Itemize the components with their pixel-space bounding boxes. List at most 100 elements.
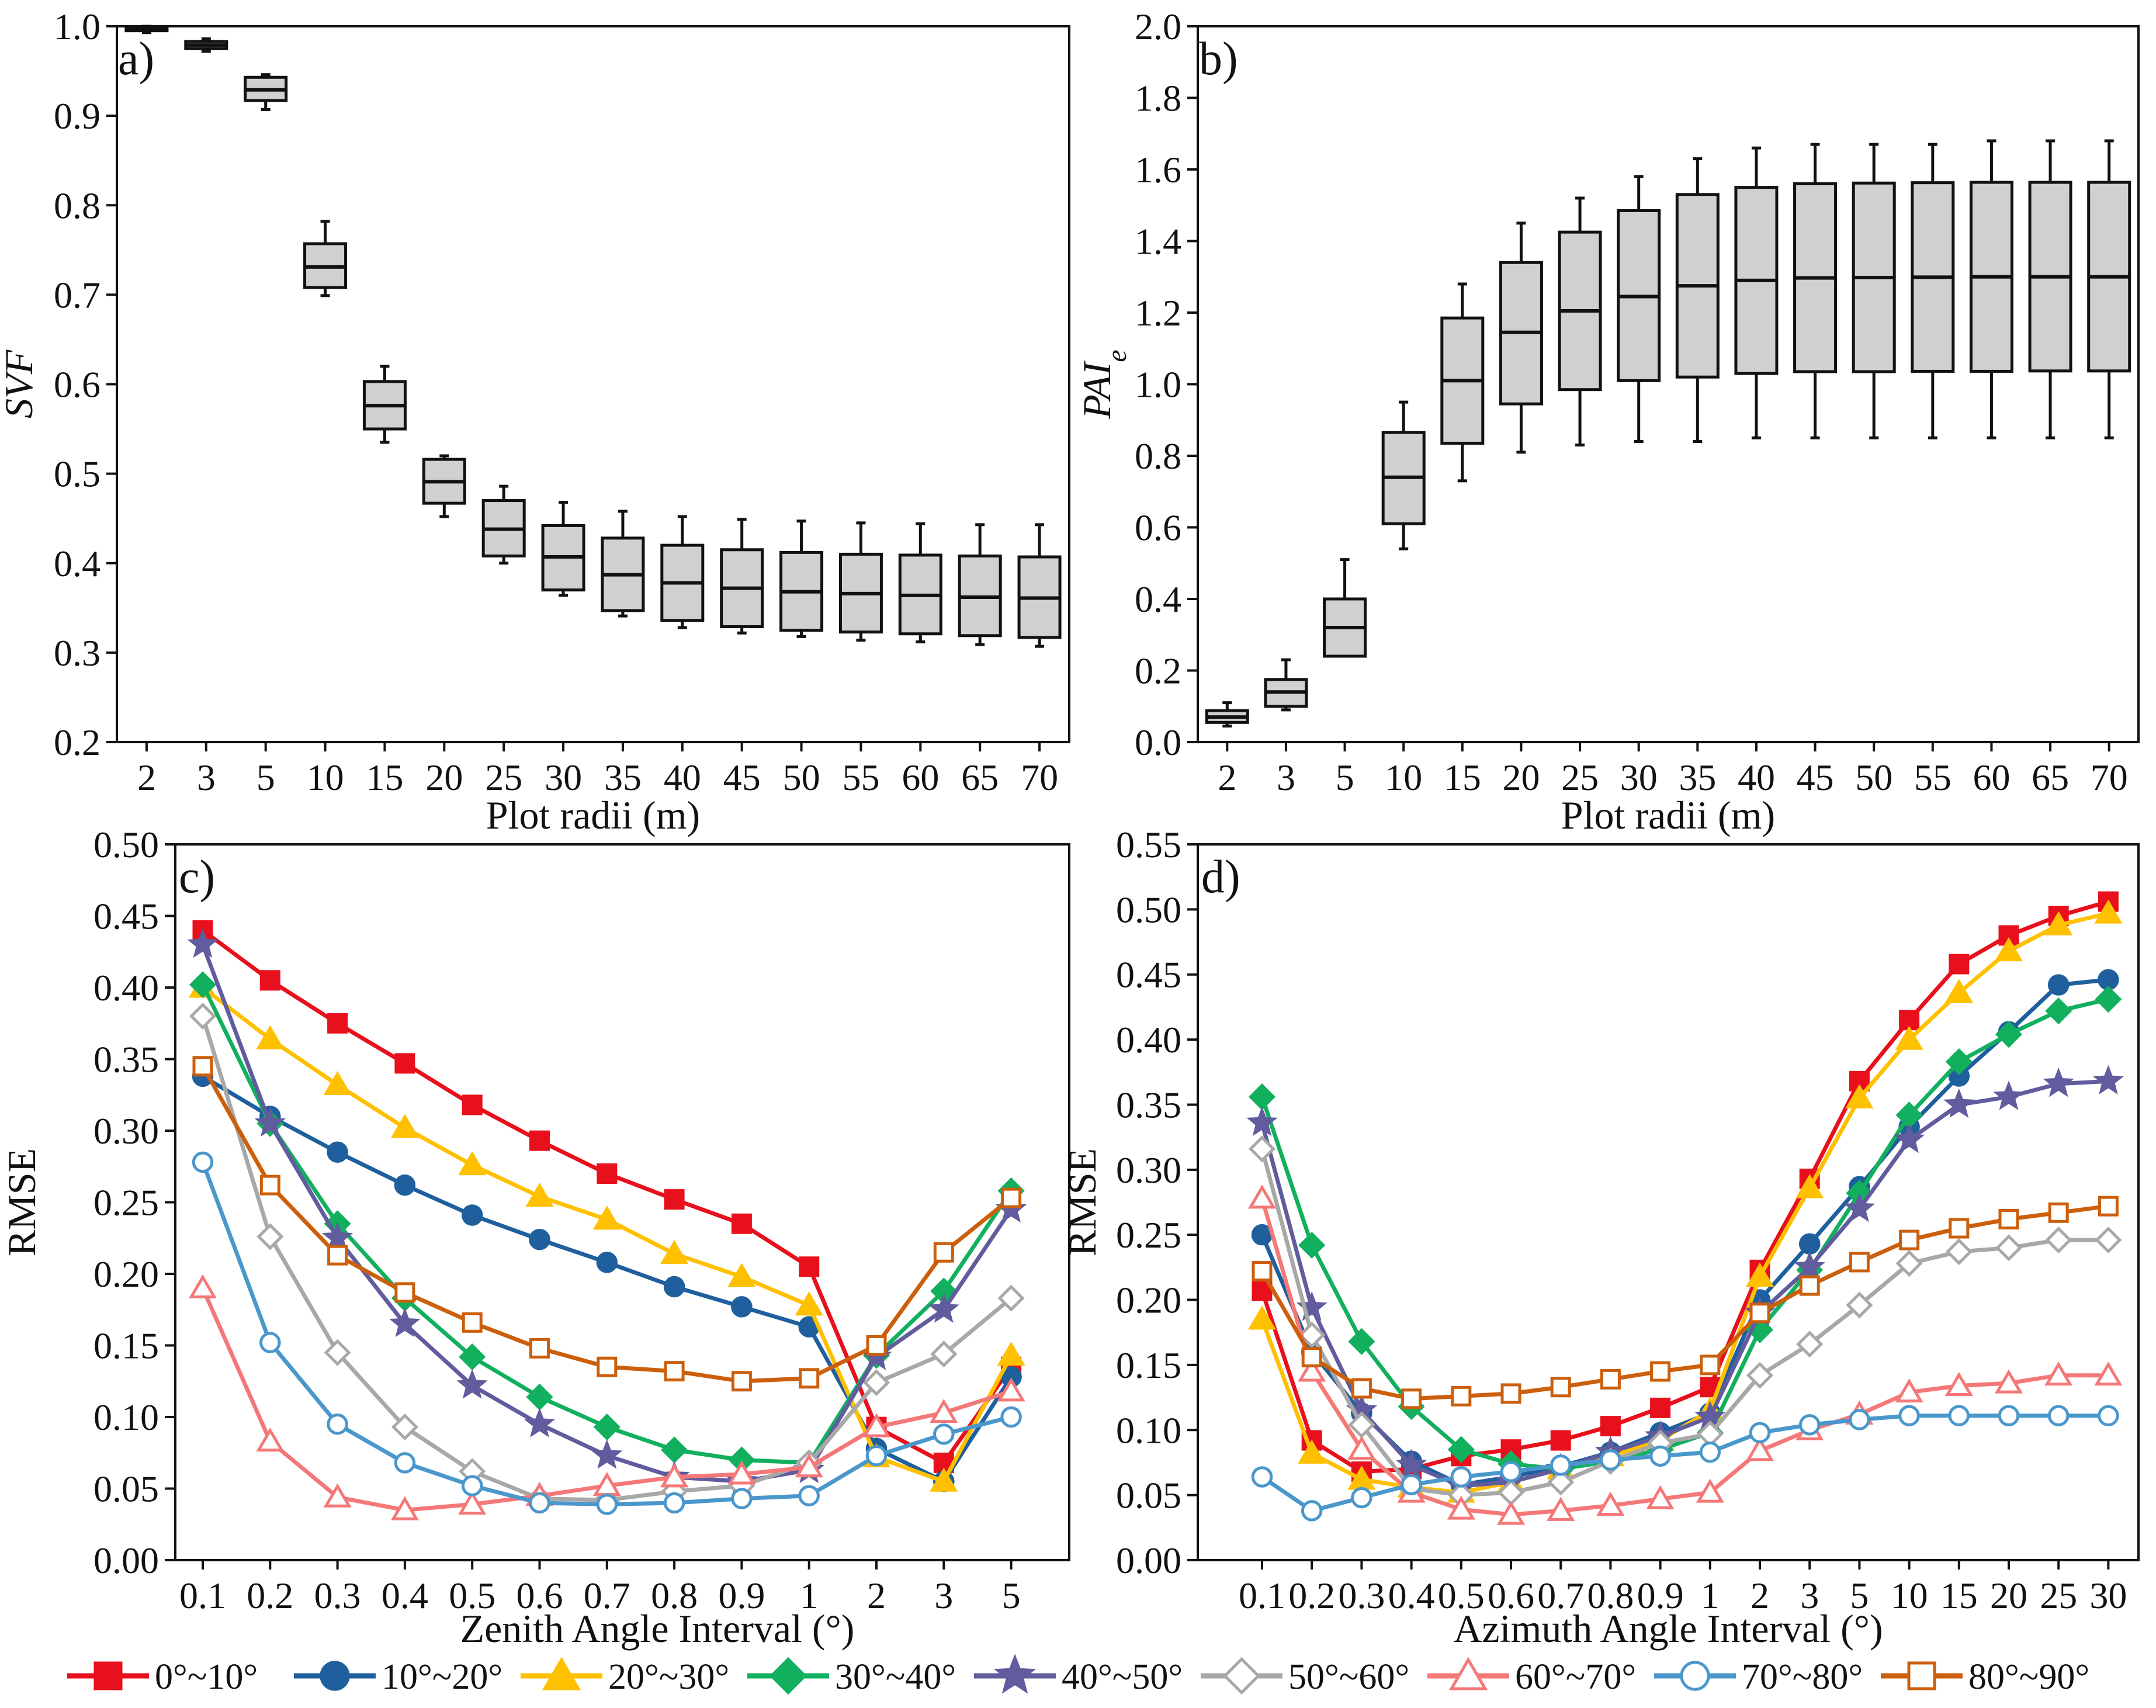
y-tick-label: 0.15 — [93, 1325, 159, 1367]
x-tick-label: 0.5 — [449, 1575, 495, 1616]
series-line — [1260, 1204, 2109, 1401]
legend-label: 10°~20° — [382, 1657, 502, 1697]
data-point — [1547, 1468, 1575, 1496]
legend-item: 60°~70° — [1427, 1657, 1636, 1697]
box-70 — [2087, 139, 2131, 439]
data-point — [1246, 1106, 1278, 1137]
x-tick-label: 0.7 — [584, 1575, 630, 1616]
data-point — [997, 1284, 1025, 1312]
data-point — [1749, 1422, 1771, 1443]
legend-item: 20°~30° — [521, 1657, 729, 1697]
y-tick-label: 1.0 — [54, 6, 100, 47]
data-point — [795, 1291, 823, 1316]
x-tick-label: 30 — [2089, 1575, 2127, 1616]
data-point — [2045, 1227, 2072, 1254]
y-tick-label: 1.4 — [1135, 221, 1181, 262]
data-point — [461, 1475, 483, 1496]
data-point — [1899, 1229, 1920, 1250]
data-point — [259, 970, 280, 991]
box-45 — [1793, 143, 1838, 439]
data-point — [1251, 1466, 1273, 1488]
data-point — [2047, 1405, 2070, 1427]
data-point — [933, 1423, 955, 1445]
data-point — [2098, 1405, 2119, 1427]
series-line — [201, 929, 1013, 1465]
data-point — [462, 1094, 483, 1115]
data-point — [529, 1338, 550, 1359]
data-point — [1401, 1388, 1422, 1409]
box-15 — [362, 365, 407, 444]
data-point — [1795, 1174, 1824, 1198]
x-tick-label: 60 — [902, 757, 939, 798]
x-tick-label: 10 — [307, 757, 344, 798]
x-tick-label: 30 — [545, 757, 582, 798]
data-point — [1894, 1123, 1925, 1153]
data-point — [394, 1174, 416, 1196]
data-point — [1301, 1500, 1323, 1522]
data-point — [1247, 1184, 1277, 1209]
box-60 — [1969, 139, 2013, 439]
x-tick-label: 3 — [1800, 1575, 1819, 1616]
y-tick-label: 0.25 — [1116, 1214, 1181, 1256]
data-point — [1745, 1262, 1774, 1287]
y-tick-label: 0.05 — [93, 1468, 159, 1510]
data-point — [327, 1245, 348, 1266]
data-point — [529, 1228, 550, 1250]
y-tick-label: 0.7 — [54, 274, 100, 316]
data-point — [731, 1488, 753, 1509]
data-point — [1949, 954, 1970, 975]
legend-item: 80°~90° — [1881, 1657, 2089, 1697]
data-point — [597, 1163, 618, 1184]
x-axis-title: Zenith Angle Interval (°) — [460, 1606, 855, 1651]
y-tick-label: 0.8 — [54, 185, 100, 226]
data-point — [461, 1204, 483, 1226]
data-point — [930, 1340, 958, 1368]
data-point — [1846, 1291, 1873, 1319]
data-point — [2043, 1067, 2074, 1097]
data-point — [1500, 1461, 1522, 1482]
x-tick-label: 15 — [1940, 1575, 1978, 1616]
data-point — [458, 1151, 487, 1176]
data-point — [254, 1107, 286, 1137]
y-tick-label: 0.35 — [93, 1039, 159, 1080]
data-point — [1000, 1406, 1022, 1428]
x-tick-label: 0.9 — [1637, 1575, 1684, 1616]
x-tick-label: 10 — [1385, 757, 1422, 798]
y-tick-label: 1.2 — [1135, 292, 1181, 334]
box-50 — [779, 519, 824, 638]
box-35 — [601, 510, 645, 618]
data-point — [997, 1377, 1025, 1402]
data-point — [731, 1213, 752, 1234]
x-tick-label: 0.7 — [1537, 1575, 1584, 1616]
data-point — [1700, 1354, 1721, 1376]
x-axis-title: Plot radii (m) — [486, 793, 700, 837]
data-point — [2094, 1361, 2123, 1386]
y-tick-label: 0.00 — [1116, 1540, 1181, 1581]
y-tick-label: 0.2 — [1135, 650, 1181, 692]
data-point — [1799, 1275, 1820, 1296]
box-40 — [1734, 146, 1779, 439]
x-tick-label: 5 — [1850, 1575, 1869, 1616]
x-tick-label: 15 — [1444, 757, 1481, 798]
data-point — [529, 1130, 550, 1151]
data-point — [1500, 1383, 1521, 1404]
x-tick-label: 0.9 — [718, 1575, 765, 1616]
data-point — [1550, 1454, 1572, 1476]
data-point — [391, 1413, 418, 1441]
x-tick-label: 65 — [2032, 757, 2069, 798]
data-point — [1600, 1416, 1621, 1437]
data-point — [327, 1141, 348, 1163]
data-point — [1745, 1437, 1774, 1461]
data-point — [526, 1383, 553, 1411]
box-70 — [1017, 523, 1062, 648]
y-tick-label: 1.8 — [1135, 78, 1181, 119]
data-point — [327, 1013, 348, 1034]
data-point — [259, 1175, 280, 1196]
box-45 — [720, 518, 764, 635]
data-point — [1895, 1378, 1923, 1403]
data-point — [799, 1368, 820, 1389]
y-tick-label: 1.0 — [1135, 364, 1181, 406]
legend: 0°~10° 10°~20° 20°~30° 30°~40° 40°~50° 50°~60… — [67, 1654, 2089, 1697]
data-point — [1252, 1261, 1273, 1282]
data-point — [456, 1369, 488, 1399]
